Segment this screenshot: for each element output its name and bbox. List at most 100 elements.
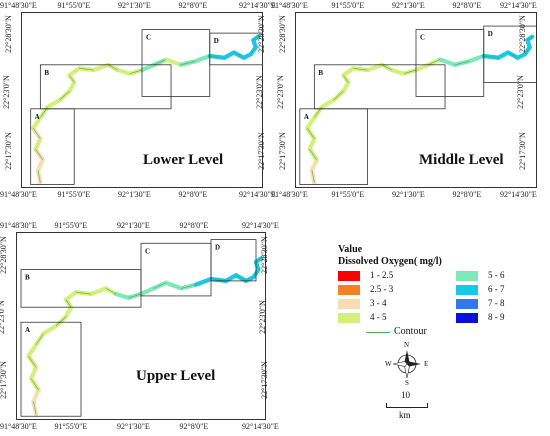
contour-line	[28, 355, 37, 368]
contour-line	[153, 59, 167, 66]
contour-line	[343, 75, 349, 83]
x-tick-label: 91°48'30"E	[0, 221, 37, 230]
compass-n: N	[404, 341, 410, 349]
river-segment	[305, 115, 317, 131]
river-segment	[88, 286, 109, 297]
compass-e: E	[424, 360, 429, 368]
y-tick-label: 22°28'30"N	[256, 14, 266, 53]
x-tick-label: 92°1'30"E	[392, 1, 425, 10]
inset-label: D	[214, 37, 219, 45]
panel-lower-level: A B C D Lower Level	[21, 12, 264, 188]
inset-label: B	[44, 69, 49, 77]
river-segment	[365, 62, 385, 73]
x-tick-label: 92°14'30"E	[239, 1, 276, 10]
legend-swatch	[338, 285, 360, 295]
contour-line	[69, 75, 75, 83]
river-segment	[467, 53, 486, 64]
contour-line	[306, 127, 315, 139]
panel-middle-level: A B C D Middle Level	[295, 12, 538, 188]
x-tick-label: 91°55'0"E	[57, 1, 91, 10]
x-tick-label: 92°1'30"E	[117, 221, 150, 230]
x-tick-label: 92°14'30"E	[500, 1, 537, 10]
river-segment	[389, 67, 407, 76]
contour-line	[35, 149, 44, 161]
legend-swatch	[456, 285, 478, 295]
y-tick-label: 22°23'0"N	[0, 300, 6, 335]
contour-line	[65, 299, 72, 308]
compass-rose-icon	[392, 350, 421, 379]
contour-line	[209, 55, 225, 59]
contour-line	[250, 47, 256, 55]
x-tick-label: 92°8'0"E	[452, 1, 482, 10]
inset-box	[20, 321, 82, 417]
x-tick-label: 91°48'30"E	[0, 422, 37, 431]
y-tick-label: 22°23'0"N	[1, 75, 11, 110]
river-segment	[413, 62, 431, 73]
y-tick-label: 22°28'30"N	[277, 14, 287, 53]
y-tick-label: 22°28'30"N	[3, 14, 13, 53]
x-tick-label: 92°8'0"E	[452, 190, 482, 199]
contour-line	[75, 291, 92, 295]
contour-line	[32, 127, 41, 139]
legend-swatch	[456, 313, 478, 323]
river-segment	[193, 276, 214, 287]
contour-line	[37, 170, 41, 183]
river-segment	[193, 53, 212, 64]
river-segment	[438, 57, 457, 67]
y-tick-label: 22°23'0"N	[275, 75, 285, 110]
legend-subtitle: Dissolved Oxygen( mg/l)	[338, 256, 442, 267]
contour-line	[253, 36, 259, 41]
inset-label: C	[146, 34, 151, 42]
contour-line	[524, 47, 530, 55]
y-tick-label: 22°17'30"N	[259, 361, 269, 399]
legend-label: 7 - 8	[488, 298, 505, 308]
inset-label: A	[25, 326, 30, 334]
contour-line	[255, 258, 262, 263]
contour-line	[30, 378, 39, 391]
river-segment	[163, 280, 184, 291]
inset-label: B	[318, 69, 323, 77]
contour-line	[527, 36, 533, 41]
x-tick-label: 92°14'30"E	[242, 422, 279, 431]
contour-line	[129, 69, 143, 74]
inset-label: A	[304, 113, 309, 121]
river-segment	[31, 115, 43, 131]
legend-label: 2.5 - 3	[370, 284, 394, 294]
map-upper-level: A B C D	[16, 232, 266, 420]
contour-line	[153, 282, 167, 289]
contour-line	[454, 60, 470, 66]
contour-line	[180, 60, 196, 66]
x-tick-label: 92°8'0"E	[179, 221, 209, 230]
x-tick-label: 92°14'30"E	[239, 190, 276, 199]
river-segment	[26, 342, 39, 359]
river-segment	[113, 291, 131, 300]
legend-label: 5 - 6	[488, 270, 505, 280]
contour-line	[35, 333, 44, 345]
legend-label: 4 - 5	[370, 312, 387, 322]
y-tick-label: 22°23'0"N	[515, 75, 525, 110]
legend-label: 6 - 7	[488, 284, 505, 294]
contour-line	[353, 68, 368, 71]
compass-w: W	[385, 360, 392, 368]
river-segment	[164, 57, 183, 67]
river-segment	[45, 97, 62, 110]
legend-swatch	[338, 299, 360, 309]
legend-label: 8 - 9	[488, 312, 505, 322]
x-tick-label: 91°48'30"E	[271, 190, 308, 199]
contour-line	[235, 274, 247, 282]
scale-unit: km	[399, 410, 411, 420]
legend-title: Value	[338, 244, 363, 255]
inset-label: D	[215, 244, 220, 252]
river-segment	[115, 67, 133, 76]
legend-contour: Contour	[366, 326, 486, 338]
contour-line	[403, 69, 417, 74]
panel-title-upper: Upper Level	[136, 368, 216, 384]
river-segment	[139, 62, 157, 73]
river-segment	[319, 97, 336, 110]
x-tick-label: 91°55'0"E	[331, 190, 365, 199]
y-tick-label: 22°17'30"N	[0, 361, 8, 399]
contour-line	[381, 64, 392, 71]
contour-line	[180, 284, 197, 289]
scale-line	[386, 403, 428, 408]
y-tick-label: 22°17'30"N	[3, 132, 13, 170]
